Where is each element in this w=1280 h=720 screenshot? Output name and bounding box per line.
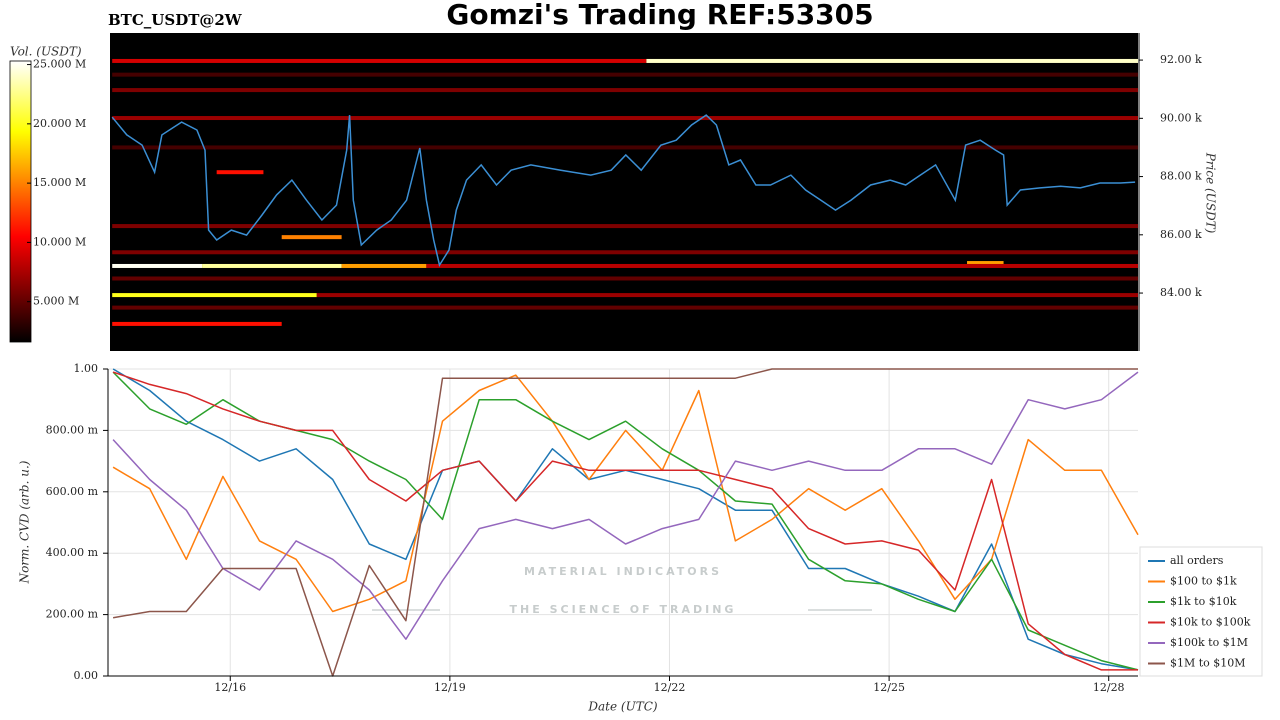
- heat-cell: [112, 293, 317, 298]
- colorbar-tick-label: 15.000 M: [33, 176, 86, 189]
- heat-cell: [112, 58, 647, 63]
- colorbar-label: Vol. (USDT): [10, 45, 82, 59]
- watermark: MATERIAL INDICATORS: [524, 565, 722, 578]
- x-tick-label: 12/22: [654, 681, 686, 694]
- heat-cell: [112, 276, 1138, 281]
- y-axis-label: Price (USDT): [1204, 152, 1218, 234]
- colorbar: [9, 60, 32, 343]
- y-axis-label: Norm. CVD (arb. u.): [18, 460, 32, 584]
- y-tick-label: 400.00 m: [46, 546, 99, 559]
- x-axis-label: Date (UTC): [587, 700, 657, 714]
- x-tick-label: 12/28: [1093, 681, 1125, 694]
- plot-area: [108, 369, 1138, 676]
- y-tick-label: 86.00 k: [1160, 228, 1202, 241]
- heat-cell: [112, 250, 1138, 255]
- series-line: [112, 371, 1138, 671]
- legend-label: all orders: [1170, 554, 1224, 567]
- heat-cell: [112, 263, 203, 268]
- heat-cell: [216, 170, 264, 175]
- heat-cell: [112, 224, 1138, 229]
- colorbar-tick-label: 10.000 M: [33, 235, 86, 248]
- y-tick-label: 800.00 m: [46, 423, 99, 436]
- series-line: [112, 371, 1139, 640]
- y-tick-label: 88.00 k: [1160, 170, 1202, 183]
- x-tick-label: 12/16: [214, 681, 246, 694]
- heat-cell: [967, 261, 1004, 266]
- legend-label: $100k to $1M: [1170, 636, 1248, 649]
- heat-cell: [646, 58, 1138, 63]
- y-tick-label: 200.00 m: [46, 608, 99, 621]
- legend-label: $1k to $10k: [1170, 595, 1237, 608]
- heat-cell: [281, 235, 342, 240]
- heat-cell: [112, 145, 1138, 150]
- legend: [1139, 546, 1263, 677]
- plot-area: [110, 33, 1138, 351]
- heat-cell: [341, 263, 427, 268]
- legend-label: $1M to $10M: [1170, 657, 1246, 670]
- watermark: THE SCIENCE OF TRADING: [510, 603, 737, 616]
- heat-cell: [202, 263, 342, 268]
- x-tick-label: 12/19: [434, 681, 466, 694]
- heat-cell: [112, 72, 1138, 77]
- legend-label: $100 to $1k: [1170, 575, 1237, 588]
- y-tick-label: 84.00 k: [1160, 286, 1202, 299]
- y-tick-label: 0.00: [74, 669, 99, 682]
- colorbar-tick-label: 5.000 M: [33, 295, 79, 308]
- y-tick-label: 1.00: [74, 362, 99, 375]
- heat-cell: [426, 263, 1138, 268]
- x-tick-label: 12/25: [873, 681, 905, 694]
- heat-cell: [112, 88, 1138, 93]
- heat-cell: [112, 305, 1138, 310]
- series-line: [112, 374, 1139, 613]
- heat-cell: [316, 293, 1138, 298]
- series-line: [112, 368, 1138, 677]
- price-line: [111, 114, 1136, 268]
- chart-title: Gomzi's Trading REF:53305: [446, 0, 873, 31]
- y-tick-label: 600.00 m: [46, 485, 99, 498]
- heat-cell: [112, 116, 1138, 121]
- colorbar-tick-label: 20.000 M: [33, 117, 86, 130]
- legend-label: $10k to $100k: [1170, 616, 1251, 629]
- chart-subtitle: BTC_USDT@2W: [108, 11, 243, 29]
- y-tick-label: 90.00 k: [1160, 111, 1202, 124]
- colorbar-tick-label: 25.000 M: [33, 58, 86, 71]
- heat-cell: [112, 321, 282, 326]
- y-tick-label: 92.00 k: [1160, 53, 1202, 66]
